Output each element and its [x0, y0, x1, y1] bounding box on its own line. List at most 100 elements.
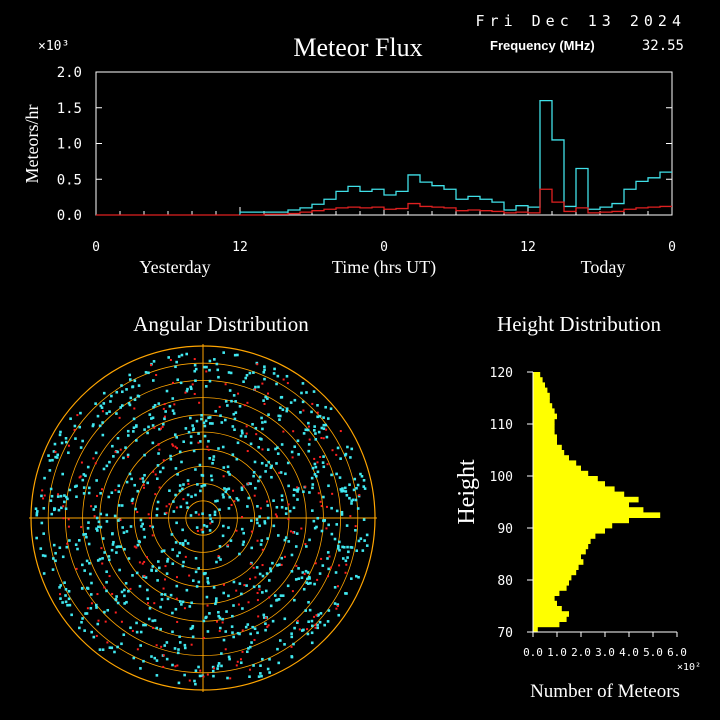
polar-detection-point [290, 450, 294, 454]
polar-detection-point [203, 572, 206, 576]
polar-detection-point [296, 490, 299, 493]
polar-detection-point [85, 535, 88, 539]
polar-detection-point [246, 505, 249, 508]
height-bar [533, 600, 557, 607]
polar-detection-point [220, 652, 223, 655]
polar-detection-point [227, 507, 231, 510]
polar-detection-point-secondary [169, 359, 172, 362]
polar-detection-point [214, 602, 217, 606]
polar-detection-point [86, 526, 90, 530]
polar-detection-point [35, 513, 39, 517]
polar-detection-point [69, 417, 72, 421]
polar-detection-point [293, 398, 297, 402]
polar-detection-point-secondary [175, 506, 178, 509]
polar-detection-point-secondary [90, 505, 93, 508]
polar-detection-point [346, 556, 349, 559]
polar-detection-point-secondary [131, 502, 134, 505]
polar-detection-point [301, 571, 305, 574]
polar-detection-point [215, 560, 218, 564]
height-bar [533, 403, 553, 409]
polar-detection-point [306, 632, 310, 636]
polar-detection-point [92, 508, 96, 511]
polar-detection-point [83, 569, 86, 572]
polar-detection-point [136, 489, 140, 493]
height-bar [533, 548, 586, 555]
polar-detection-point [361, 549, 365, 552]
polar-detection-point [131, 574, 134, 577]
polar-detection-point [168, 404, 172, 408]
polar-detection-point [340, 513, 344, 516]
polar-detection-point [231, 425, 235, 428]
polar-detection-point-secondary [339, 430, 342, 433]
polar-detection-point [322, 495, 325, 499]
polar-detection-point [194, 379, 197, 382]
polar-detection-point [97, 520, 101, 524]
polar-detection-point [313, 462, 317, 466]
height-xtick-label: 4.0 [619, 646, 639, 659]
polar-detection-point [144, 371, 148, 374]
polar-detection-point [341, 545, 344, 549]
polar-detection-point-secondary [151, 534, 154, 537]
polar-detection-point [35, 510, 39, 513]
polar-detection-point [137, 384, 141, 387]
polar-detection-point [181, 564, 185, 568]
polar-detection-point [348, 496, 351, 500]
polar-detection-point [307, 443, 311, 446]
polar-detection-point [206, 580, 210, 583]
polar-detection-point [314, 465, 318, 469]
polar-detection-point [224, 490, 228, 494]
polar-detection-point [327, 484, 330, 488]
polar-detection-point-secondary [162, 654, 165, 657]
height-xtick-label: 5.0 [643, 646, 663, 659]
polar-detection-point [252, 585, 256, 589]
polar-detection-point [77, 539, 81, 542]
polar-detection-point [327, 523, 330, 527]
polar-detection-point [116, 436, 120, 440]
polar-detection-point [276, 374, 280, 378]
polar-detection-point [197, 432, 200, 435]
polar-detection-point-secondary [248, 668, 251, 671]
polar-detection-point [205, 525, 209, 528]
polar-detection-point [356, 483, 360, 487]
polar-detection-point-secondary [101, 562, 104, 565]
polar-detection-point-secondary [101, 488, 104, 491]
polar-detection-point [50, 494, 54, 498]
polar-detection-point-secondary [274, 513, 277, 516]
polar-detection-point [265, 572, 269, 575]
polar-detection-point [51, 568, 55, 571]
polar-detection-point [175, 360, 178, 364]
polar-detection-point-secondary [67, 518, 70, 521]
polar-detection-point [267, 579, 271, 582]
polar-detection-point [311, 509, 314, 512]
polar-detection-point [194, 556, 198, 560]
polar-detection-point [198, 463, 202, 467]
polar-detection-point [47, 454, 50, 457]
polar-detection-point-secondary [173, 403, 176, 406]
polar-detection-point [327, 609, 331, 612]
polar-detection-point [292, 494, 296, 497]
polar-detection-point [54, 455, 57, 459]
polar-detection-point [235, 457, 239, 461]
polar-detection-point [135, 621, 138, 625]
polar-detection-point [295, 532, 299, 535]
flux-ytick-label: 1.5 [57, 101, 82, 117]
polar-detection-point-secondary [268, 596, 271, 599]
polar-detection-point-secondary [104, 620, 107, 623]
polar-detection-point [178, 489, 182, 493]
height-ytick-label: 110 [490, 418, 513, 433]
polar-detection-point [85, 612, 89, 615]
polar-detection-point [318, 572, 322, 575]
polar-detection-point-secondary [206, 673, 209, 676]
polar-detection-point [83, 629, 86, 632]
polar-detection-point [276, 446, 279, 449]
polar-detection-point [118, 568, 121, 572]
polar-detection-point [310, 476, 314, 480]
polar-detection-point [322, 455, 325, 458]
polar-detection-point-secondary [93, 515, 96, 518]
polar-detection-point [194, 468, 197, 471]
polar-detection-point [190, 495, 193, 498]
polar-detection-point [290, 635, 294, 639]
polar-detection-point [53, 507, 57, 511]
polar-detection-point [280, 556, 284, 560]
polar-detection-point [126, 429, 130, 433]
